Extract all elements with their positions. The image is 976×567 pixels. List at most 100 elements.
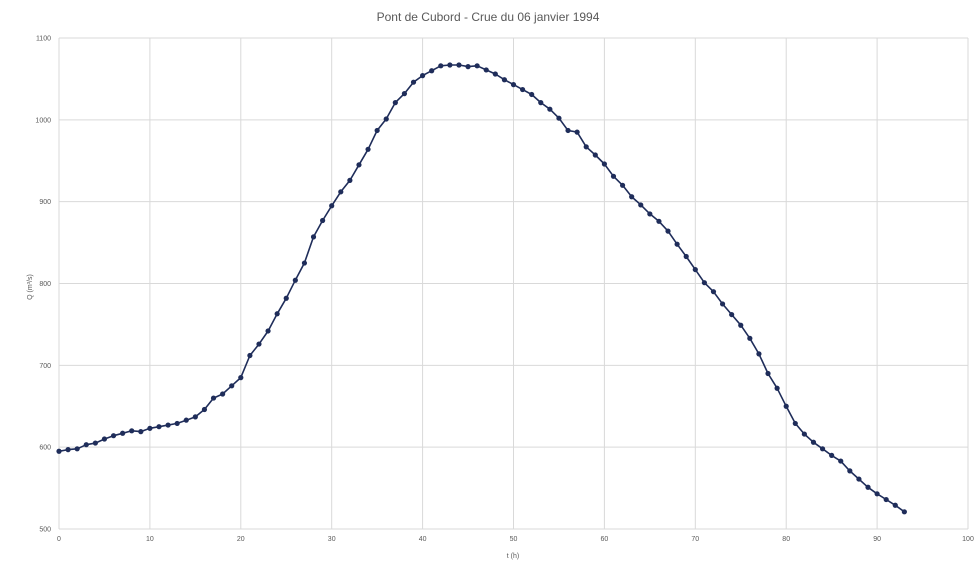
data-point — [365, 146, 371, 152]
x-tick-label: 90 — [873, 536, 881, 543]
x-tick-label: 40 — [419, 536, 427, 543]
data-point — [747, 335, 753, 341]
data-point — [183, 417, 189, 423]
x-axis-label: t (h) — [507, 553, 519, 560]
y-axis-label: Q (m³/s) — [27, 274, 34, 300]
data-point — [410, 79, 417, 85]
data-point — [838, 458, 844, 464]
data-point — [310, 234, 317, 240]
data-point — [592, 152, 598, 158]
data-point — [420, 73, 426, 79]
data-point — [565, 127, 571, 134]
data-point — [256, 341, 262, 347]
data-point — [710, 289, 717, 295]
x-tick-label: 70 — [691, 536, 699, 543]
data-point — [83, 442, 89, 448]
data-point — [465, 64, 471, 70]
data-point — [147, 425, 153, 431]
data-point — [438, 63, 444, 69]
x-tick-label: 10 — [146, 536, 154, 543]
data-point — [647, 211, 653, 217]
data-point — [719, 301, 726, 307]
data-point — [292, 277, 298, 283]
data-point — [456, 62, 462, 68]
data-point — [601, 161, 608, 167]
data-point — [274, 311, 280, 317]
tick-labels: 0 10 20 30 40 50 60 70 80 90 100 500 600 700 800 900 100… — [35, 36, 974, 544]
data-point — [774, 385, 780, 391]
data-point — [192, 414, 198, 420]
x-tick-label: 20 — [237, 536, 245, 543]
data-point — [801, 431, 807, 437]
data-point — [174, 420, 180, 427]
data-point — [519, 86, 526, 93]
data-point — [474, 63, 480, 69]
data-point — [338, 189, 344, 195]
series-line — [58, 64, 905, 513]
x-tick-label: 60 — [601, 536, 609, 543]
data-point — [856, 476, 862, 482]
y-tick-label: 1000 — [35, 117, 51, 124]
x-tick-label: 80 — [782, 536, 790, 543]
data-point — [374, 127, 380, 134]
data-point — [692, 266, 698, 273]
data-point — [229, 383, 235, 389]
data-point — [483, 67, 489, 73]
x-tick-label: 50 — [510, 536, 518, 543]
data-point — [683, 253, 689, 260]
data-point — [765, 370, 771, 377]
data-point — [129, 428, 135, 434]
y-tick-label: 500 — [39, 527, 51, 534]
data-point — [501, 77, 508, 83]
chart-title: Pont de Cubord - Crue du 06 janvier 1994 — [377, 10, 600, 24]
y-tick-label: 600 — [39, 445, 51, 452]
x-tick-label: 0 — [57, 536, 61, 543]
data-point — [865, 484, 871, 490]
data-point — [529, 91, 535, 98]
data-point — [656, 218, 662, 224]
data-point — [383, 116, 389, 122]
data-point — [738, 322, 744, 328]
y-tick-label: 800 — [39, 281, 51, 288]
data-point — [165, 422, 171, 428]
data-point — [220, 391, 226, 397]
data-point — [101, 436, 108, 442]
data-point — [665, 228, 671, 234]
data-point — [247, 352, 253, 359]
data-point — [510, 82, 517, 88]
data-point — [392, 100, 398, 106]
data-point — [265, 328, 271, 334]
data-point — [156, 424, 162, 430]
series — [56, 62, 907, 515]
data-point — [810, 439, 817, 445]
y-tick-label: 900 — [39, 199, 51, 206]
data-point — [538, 100, 544, 106]
data-point — [492, 71, 498, 77]
data-point — [301, 260, 308, 266]
data-point — [574, 129, 580, 135]
data-point — [347, 177, 353, 183]
data-point — [547, 106, 553, 112]
x-tick-label: 30 — [328, 536, 336, 543]
data-point — [701, 280, 707, 286]
data-point — [329, 203, 335, 209]
data-point — [110, 433, 117, 439]
data-point — [401, 91, 408, 97]
data-point — [756, 351, 762, 357]
y-tick-label: 700 — [39, 363, 51, 370]
data-point — [283, 295, 289, 301]
data-point — [674, 241, 680, 247]
data-point — [238, 375, 244, 381]
data-point — [829, 452, 835, 458]
data-point — [447, 62, 453, 68]
grid — [58, 37, 969, 530]
data-point — [201, 406, 208, 413]
data-point — [892, 502, 898, 508]
data-point — [320, 217, 326, 224]
data-point — [874, 491, 880, 497]
data-point — [629, 194, 635, 200]
y-tick-label: 1100 — [36, 36, 51, 43]
data-point — [356, 162, 362, 168]
